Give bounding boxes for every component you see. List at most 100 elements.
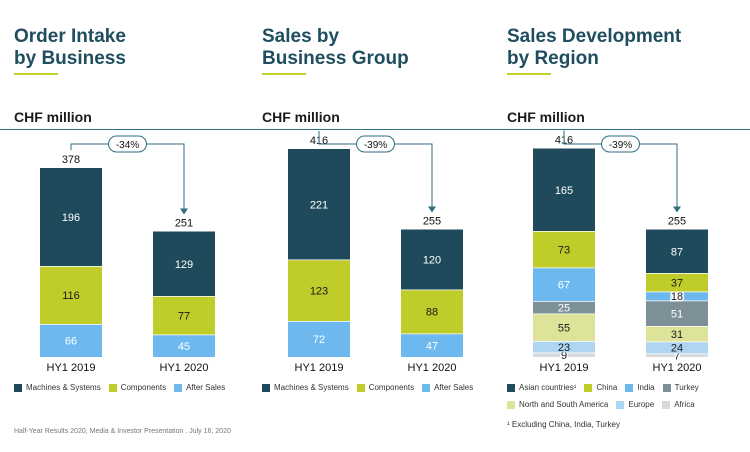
data-label: 25 bbox=[558, 302, 570, 314]
legend-sales-business-group: Machines & Systems Components After Sales bbox=[262, 383, 492, 400]
title-line: Sales by bbox=[262, 26, 340, 47]
data-label: 9 bbox=[561, 350, 567, 362]
legend-item: After Sales bbox=[422, 383, 473, 392]
bar-segment bbox=[646, 353, 708, 357]
data-label: 55 bbox=[558, 322, 570, 334]
data-label: 123 bbox=[310, 285, 328, 297]
bar-segment bbox=[288, 259, 350, 321]
legend-swatch bbox=[625, 383, 634, 392]
change-arrow-head bbox=[180, 208, 188, 215]
legend-item: India bbox=[625, 383, 655, 392]
legend-item: Components bbox=[356, 383, 414, 392]
unit-label: CHF million bbox=[14, 109, 92, 125]
legend-item: Components bbox=[108, 383, 167, 392]
bar-segment bbox=[533, 231, 595, 268]
data-label: 45 bbox=[178, 341, 190, 353]
legend-label: After Sales bbox=[186, 383, 226, 392]
bar-segment bbox=[288, 149, 350, 260]
title-underline bbox=[507, 73, 551, 75]
change-badge bbox=[356, 135, 395, 153]
bar-segment bbox=[153, 334, 215, 357]
bar-segment bbox=[153, 231, 215, 296]
legend-label: Components bbox=[120, 383, 167, 392]
bar-segment bbox=[646, 300, 708, 326]
legend-label: India bbox=[637, 383, 655, 392]
bar-segment bbox=[40, 266, 102, 324]
legend-swatch bbox=[507, 383, 515, 392]
total-label: 251 bbox=[175, 218, 193, 230]
legend-swatch bbox=[662, 383, 671, 392]
bar-segment bbox=[533, 148, 595, 231]
legend-item: After Sales bbox=[174, 383, 225, 392]
data-label: 23 bbox=[558, 342, 570, 354]
title-line: Sales Development bbox=[507, 26, 682, 47]
data-label: 66 bbox=[65, 336, 77, 348]
bar-segment bbox=[40, 168, 102, 266]
change-arrow-head bbox=[673, 206, 681, 213]
legend-item: Europe bbox=[616, 400, 654, 409]
legend-item: North and South America bbox=[507, 400, 608, 409]
legend-swatch bbox=[616, 400, 625, 409]
title-underline bbox=[14, 73, 58, 75]
bar-segment bbox=[533, 301, 595, 314]
title-line: by Region bbox=[507, 48, 599, 69]
data-label: 73 bbox=[558, 244, 570, 256]
title-underline bbox=[262, 73, 306, 75]
data-label: 67 bbox=[558, 279, 570, 291]
legend-item: Asian countries¹ bbox=[507, 383, 576, 392]
legend-swatch bbox=[262, 383, 270, 392]
panel-title-sales-by-region: Sales Development by Region bbox=[507, 26, 681, 70]
total-label: 378 bbox=[62, 154, 80, 166]
footnote: ¹ Excluding China, India, Turkey bbox=[507, 420, 620, 429]
footer-text: Half-Year Results 2020, Media & Investor… bbox=[14, 428, 231, 435]
bar-segment bbox=[288, 321, 350, 357]
panel-title-sales-by-business-group: Sales by Business Group bbox=[262, 26, 409, 70]
data-label: 51 bbox=[671, 308, 683, 320]
data-label: 221 bbox=[310, 199, 328, 211]
data-label: 196 bbox=[62, 212, 80, 224]
panel-title-order-intake: Order Intake by Business bbox=[14, 26, 126, 70]
legend-label: Machines & Systems bbox=[274, 383, 349, 392]
bar-segment bbox=[533, 313, 595, 341]
unit-label: CHF million bbox=[507, 109, 585, 125]
bar-segment bbox=[533, 352, 595, 357]
legend-label: Asian countries¹ bbox=[519, 383, 577, 392]
legend-swatch bbox=[14, 383, 22, 392]
change-percent-label: -34% bbox=[116, 140, 139, 151]
category-label: HY1 2020 bbox=[408, 362, 457, 374]
change-percent-label: -39% bbox=[609, 140, 632, 151]
legend-label: North and South America bbox=[519, 400, 609, 409]
change-badge bbox=[601, 135, 640, 153]
legend-label: Turkey bbox=[674, 383, 699, 392]
data-label: 18 bbox=[671, 291, 683, 303]
data-label: 7 bbox=[674, 350, 680, 362]
bar-segment bbox=[646, 273, 708, 292]
change-badge bbox=[108, 135, 147, 153]
legend-swatch bbox=[662, 400, 671, 409]
legend-item: Machines & Systems bbox=[14, 383, 101, 392]
bar-segment bbox=[153, 296, 215, 335]
data-label: 31 bbox=[671, 329, 683, 341]
data-label: 88 bbox=[426, 307, 438, 319]
data-label: 120 bbox=[423, 255, 441, 267]
title-line: Order Intake bbox=[14, 26, 126, 47]
bar-segment bbox=[401, 333, 463, 357]
category-label: HY1 2020 bbox=[653, 362, 702, 374]
bar-segment bbox=[401, 229, 463, 290]
data-label: 37 bbox=[671, 277, 683, 289]
bar-segment bbox=[40, 324, 102, 357]
title-line: Business Group bbox=[262, 48, 409, 69]
legend-swatch bbox=[356, 383, 365, 392]
bar-segment bbox=[646, 229, 708, 273]
total-label: 255 bbox=[423, 216, 441, 228]
category-label: HY1 2019 bbox=[47, 362, 96, 374]
unit-label: CHF million bbox=[262, 109, 340, 125]
title-line: by Business bbox=[14, 48, 126, 69]
change-percent-label: -39% bbox=[364, 140, 387, 151]
legend-label: Europe bbox=[628, 400, 655, 409]
legend-label: Machines & Systems bbox=[26, 383, 101, 392]
data-label: 165 bbox=[555, 185, 573, 197]
header-divider bbox=[0, 129, 750, 130]
legend-swatch bbox=[507, 400, 515, 409]
legend-label: China bbox=[596, 383, 618, 392]
